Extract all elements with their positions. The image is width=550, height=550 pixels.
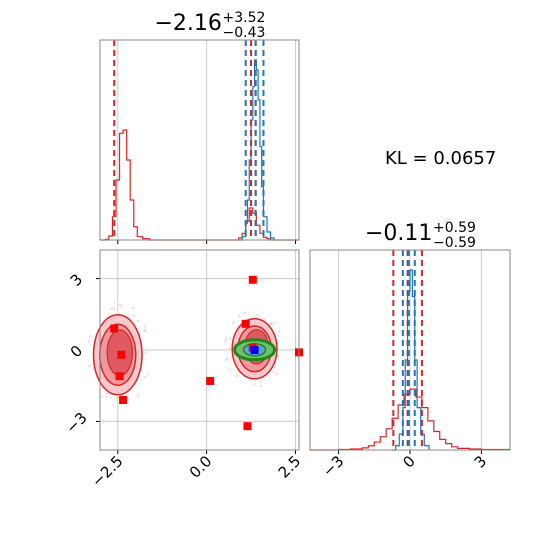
joint-sample-point	[243, 311, 246, 314]
marginal-right-frame	[309, 249, 511, 451]
joint-sample-point	[144, 325, 147, 328]
joint-x-tick-label: 2.5	[275, 452, 305, 482]
marginal-right-title-upper: +0.59	[433, 220, 476, 236]
joint-sample-point	[256, 313, 259, 316]
joint-sample-point	[88, 364, 91, 367]
joint-sample-point	[228, 368, 231, 371]
marginal-right-x-tick-label: 3	[471, 452, 490, 471]
marginal-top-title: −2.16	[155, 11, 222, 36]
joint-sample-point	[132, 315, 135, 318]
joint-sample-point	[235, 375, 238, 378]
joint-sample-point	[100, 395, 103, 398]
joint-sample-point	[144, 351, 147, 354]
joint-red-square	[119, 396, 128, 404]
joint-sample-point	[225, 337, 228, 340]
joint-sample-point	[228, 347, 231, 350]
marginal-top-title-upper: +3.52	[223, 10, 266, 26]
joint-sample-point	[277, 335, 280, 338]
joint-sample-point	[224, 339, 227, 342]
joint-sample-point	[275, 373, 278, 376]
joint-red-square	[110, 324, 119, 333]
joint-x-tick-label: 0.0	[186, 452, 216, 482]
joint-sample-point	[274, 366, 277, 369]
joint-sample-point	[137, 320, 140, 323]
joint-sample-point	[253, 383, 256, 386]
joint-sample-point	[132, 307, 135, 310]
marginal-right-series-blue	[390, 269, 430, 451]
marginal-right-series-red	[310, 388, 511, 451]
joint-red-square	[206, 376, 215, 385]
joint-x-tick-label: −2.5	[88, 452, 126, 490]
marginal-right-x-tick-label: −3	[319, 452, 347, 480]
joint-sample-point	[225, 358, 228, 361]
joint-sample-point	[259, 380, 262, 383]
marginal-top-frame	[99, 39, 300, 241]
joint-y-tick-label: 0	[67, 342, 86, 361]
joint-sample-point	[146, 373, 149, 376]
joint-sample-point	[89, 335, 92, 338]
joint-sample-point	[248, 379, 251, 382]
joint-y-tick-label: −3	[62, 409, 90, 437]
joint-sample-point	[120, 305, 123, 308]
joint-sample-point	[260, 385, 263, 388]
joint-sample-point	[278, 330, 281, 333]
joint-frame	[99, 249, 300, 451]
joint-red-square	[248, 275, 257, 284]
joint-sample-point	[113, 307, 116, 310]
joint-sample-point	[136, 394, 139, 397]
joint-sample-point	[105, 395, 108, 398]
joint-sample-point	[274, 321, 277, 324]
joint-sample-point	[87, 340, 90, 343]
marginal-right-title-lower: −0.59	[433, 235, 476, 251]
joint-sample-point	[118, 303, 121, 306]
joint-sample-point	[144, 329, 147, 332]
joint-sample-point	[272, 370, 275, 373]
joint-sample-point	[105, 392, 108, 395]
joint-sample-point	[229, 337, 232, 340]
joint-blue-square	[250, 346, 259, 354]
joint-y-tick-label: 3	[67, 270, 86, 289]
joint-sample-point	[109, 396, 112, 399]
joint-red-square	[115, 372, 124, 381]
joint-red-square	[117, 350, 126, 359]
kl-label: KL = 0.0657	[385, 148, 496, 169]
joint-sample-point	[113, 301, 116, 304]
joint-red-square	[241, 319, 250, 328]
joint-sample-point	[238, 314, 241, 317]
joint-sample-point	[226, 357, 229, 360]
marginal-top-title-lower: −0.43	[223, 25, 266, 41]
joint-sample-point	[263, 318, 266, 321]
joint-sample-point	[110, 307, 113, 310]
marginal-right-x-tick-label: 0	[399, 452, 418, 471]
marginal-top-series-red	[100, 129, 299, 241]
joint-red-square	[243, 422, 252, 431]
joint-sample-point	[116, 396, 119, 399]
joint-sample-point	[270, 322, 273, 325]
marginal-right-title: −0.11	[365, 221, 432, 246]
joint-sample-point	[232, 321, 235, 324]
joint-sample-point	[256, 316, 259, 319]
joint-sample-point	[143, 375, 146, 378]
